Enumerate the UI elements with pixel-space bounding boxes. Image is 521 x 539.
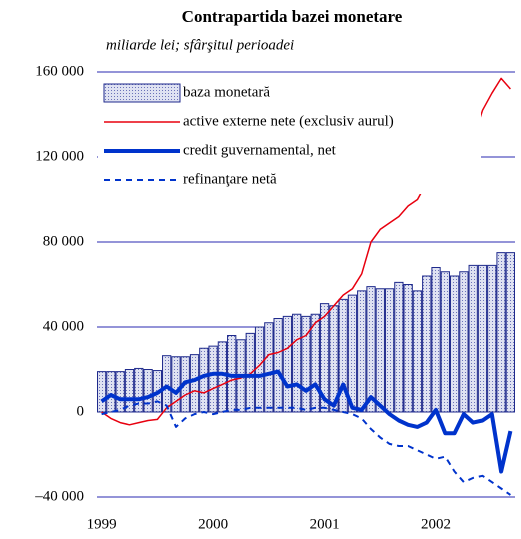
bar bbox=[310, 313, 320, 413]
bar bbox=[449, 275, 460, 413]
bar bbox=[208, 345, 218, 413]
x-tick-label: 1999 bbox=[87, 516, 117, 532]
bar bbox=[301, 315, 311, 413]
bar bbox=[468, 264, 478, 413]
legend-label: baza monetară bbox=[183, 84, 270, 100]
y-tick-label: 40 000 bbox=[43, 318, 84, 334]
bar bbox=[375, 288, 385, 413]
y-tick-label: 0 bbox=[77, 403, 85, 419]
y-tick-label: 160 000 bbox=[35, 63, 84, 79]
x-tick-label: 2001 bbox=[310, 516, 340, 532]
bar bbox=[459, 271, 469, 413]
bar bbox=[115, 371, 125, 413]
bar bbox=[162, 355, 172, 413]
bar bbox=[106, 371, 116, 413]
bar bbox=[422, 275, 432, 413]
bar bbox=[124, 369, 135, 413]
bar bbox=[394, 281, 404, 413]
line-series bbox=[101, 400, 511, 496]
bar bbox=[273, 318, 283, 413]
bar bbox=[384, 288, 395, 413]
bar bbox=[199, 347, 209, 413]
bar bbox=[189, 354, 200, 413]
y-tick-label: 80 000 bbox=[43, 233, 84, 249]
y-tick-label: 120 000 bbox=[35, 148, 84, 164]
bar bbox=[282, 315, 293, 413]
bar bbox=[254, 326, 265, 413]
bar bbox=[245, 332, 255, 413]
legend-swatch bbox=[103, 83, 181, 103]
bar bbox=[505, 252, 516, 413]
bar bbox=[171, 356, 181, 413]
bar bbox=[412, 290, 423, 413]
bar bbox=[487, 264, 497, 413]
legend-label: refinanţare netă bbox=[183, 171, 277, 187]
bar bbox=[366, 286, 376, 413]
x-tick-label: 2000 bbox=[198, 516, 228, 532]
bar bbox=[347, 294, 358, 413]
bar bbox=[217, 341, 228, 413]
bar bbox=[496, 252, 506, 413]
bar bbox=[134, 367, 144, 413]
line-series bbox=[100, 369, 513, 474]
bar bbox=[357, 290, 367, 413]
bar bbox=[440, 271, 450, 413]
chart-subtitle: miliarde lei; sfârşitul perioadei bbox=[106, 37, 294, 53]
bar bbox=[292, 313, 302, 413]
bar bbox=[97, 371, 107, 413]
bar bbox=[143, 369, 153, 413]
x-tick-label: 2002 bbox=[421, 516, 451, 532]
legend-label: active externe nete (exclusiv aurul) bbox=[183, 113, 394, 129]
bar bbox=[403, 284, 413, 413]
legend-label: credit guvernamental, net bbox=[183, 142, 337, 158]
y-tick-label: –40 000 bbox=[34, 488, 84, 504]
bar bbox=[477, 264, 488, 413]
bar bbox=[431, 267, 441, 413]
bar bbox=[264, 322, 274, 413]
bar bbox=[319, 303, 330, 413]
chart-title: Contrapartida bazei monetare bbox=[182, 7, 403, 26]
